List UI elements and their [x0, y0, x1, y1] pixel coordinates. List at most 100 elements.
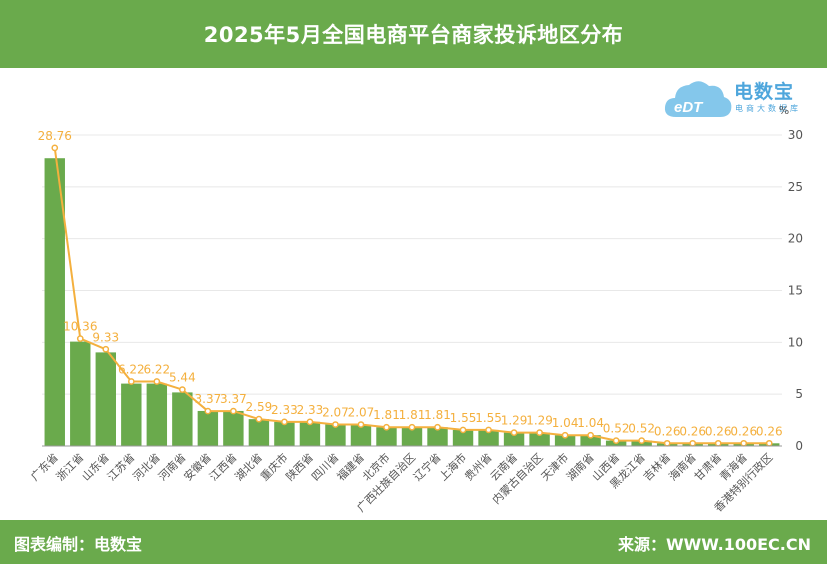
data-label: 1.81 [399, 408, 426, 422]
chart-footer: 图表编制：电数宝 来源：WWW.100EC.CN [0, 520, 827, 564]
data-label: 2.59 [246, 400, 273, 414]
line-point [255, 415, 263, 423]
data-label: 3.37 [220, 392, 247, 406]
line-point [638, 437, 646, 444]
x-tick-label: 浙江省 [54, 451, 87, 484]
data-label: 2.07 [322, 406, 349, 420]
chart-header: 2025年5月全国电商平台商家投诉地区分布 [0, 0, 827, 68]
line-point [332, 421, 339, 428]
bar [95, 352, 116, 446]
line-point [306, 418, 314, 426]
brand-logo: eDT 电数宝 电商大数据库 [662, 73, 822, 125]
bar [350, 424, 372, 446]
data-label: 1.55 [475, 411, 502, 425]
bar [376, 427, 397, 446]
bar [274, 421, 295, 446]
data-label: 2.07 [348, 406, 375, 420]
x-tick-label: 河南省 [156, 451, 189, 484]
data-label: 0.26 [705, 424, 732, 438]
data-label: 0.26 [679, 424, 706, 438]
x-tick-label: 吉林省 [640, 450, 673, 483]
y-tick-label: 20 [788, 232, 803, 246]
line-point [689, 439, 697, 447]
bar [248, 419, 270, 446]
bar [146, 383, 168, 446]
line-point [765, 439, 773, 447]
x-tick-label: 甘肃省 [692, 451, 725, 484]
bar [478, 429, 499, 446]
bar [427, 427, 448, 446]
line-point [459, 426, 467, 434]
data-label: 9.33 [92, 330, 119, 344]
logo-name: 电数宝 [734, 81, 795, 103]
cloud-icon: eDT [664, 81, 732, 117]
data-label: 0.52 [628, 422, 655, 436]
data-label: 1.04 [577, 416, 604, 430]
footer-credit: 图表编制：电数宝 [14, 535, 143, 554]
y-tick-label: 5 [795, 387, 803, 401]
y-tick-label: 10 [788, 335, 803, 349]
x-tick-label: 湖南省 [564, 451, 597, 484]
data-label: 1.29 [526, 414, 553, 428]
data-label: 0.26 [730, 424, 757, 438]
data-label: 6.22 [118, 363, 145, 377]
line-point [510, 429, 518, 436]
line-point [612, 437, 620, 444]
x-tick-label: 福建省 [334, 450, 367, 483]
bar [401, 427, 423, 446]
y-tick-label: 15 [788, 284, 803, 298]
bar [529, 432, 550, 446]
bar [223, 410, 244, 446]
x-tick-label: 上海市 [436, 450, 469, 483]
bar [503, 432, 525, 446]
bar [325, 424, 346, 446]
data-label: 0.26 [756, 424, 783, 438]
bar [197, 410, 219, 446]
line-point [561, 431, 569, 439]
line-point [408, 423, 416, 431]
line-series [51, 144, 773, 447]
x-tick-label: 四川省 [309, 451, 342, 484]
footer-source: 来源：WWW.100EC.CN [617, 535, 811, 554]
data-label: 1.29 [501, 414, 528, 428]
line-point [178, 386, 186, 393]
data-label: 28.76 [38, 129, 72, 143]
x-tick-label: 天津市 [538, 450, 571, 483]
data-labels: 28.7610.369.336.226.225.443.373.372.592.… [38, 129, 783, 438]
y-axis: 0 5 10 15 20 25 30% [779, 104, 803, 453]
grid-lines [42, 134, 782, 395]
y-axis-unit: % [779, 104, 789, 117]
logo-slogan: 电商大数据库 [735, 104, 801, 113]
data-label: 3.37 [195, 392, 222, 406]
line-point [76, 335, 84, 342]
line-point [102, 345, 110, 353]
bar-series [44, 158, 780, 447]
data-label: 6.22 [143, 363, 170, 377]
y-tick-label: 0 [795, 439, 803, 453]
data-label: 0.26 [654, 424, 681, 438]
line-point [714, 439, 722, 447]
x-tick-label: 陕西省 [283, 450, 316, 483]
x-tick-label: 广东省 [28, 451, 61, 484]
x-tick-label: 江苏省 [105, 451, 138, 484]
line-point [383, 423, 390, 431]
bar [44, 158, 65, 447]
bar [70, 341, 91, 446]
line-point [485, 426, 492, 434]
line-point [663, 439, 671, 447]
bar [121, 383, 142, 446]
line-point [357, 421, 365, 428]
data-label: 1.81 [373, 408, 400, 422]
data-label: 2.33 [271, 403, 298, 417]
line-point [230, 407, 237, 415]
data-label: 1.55 [450, 411, 477, 425]
bar [554, 435, 576, 446]
x-tick-label: 海南省 [666, 450, 699, 483]
line-point [281, 418, 288, 426]
x-tick-label: 河北省 [130, 451, 163, 484]
y-tick-label: 30 [788, 128, 803, 142]
line-point [204, 407, 212, 415]
bar [299, 421, 321, 446]
x-tick-label: 重庆市 [257, 450, 290, 483]
data-label: 10.36 [63, 320, 97, 334]
